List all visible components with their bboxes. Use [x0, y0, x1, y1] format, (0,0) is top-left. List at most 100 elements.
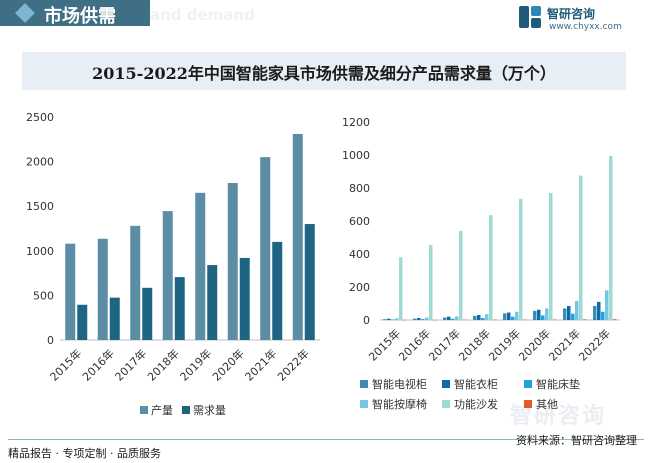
legend-swatch-智能按摩椅: [360, 400, 368, 408]
x-tick-label-right: 2019年: [486, 326, 523, 363]
y-tick-label-left: 2500: [26, 111, 54, 124]
x-tick-label-right: 2016年: [396, 326, 433, 363]
bar-需求量: [304, 224, 315, 340]
legend-label-功能沙发: 功能沙发: [454, 397, 498, 411]
legend-label-智能按摩椅: 智能按摩椅: [372, 397, 427, 411]
bar-功能沙发: [429, 244, 433, 320]
section-title: 市场供需: [44, 6, 116, 27]
bar-智能衣柜: [387, 318, 391, 320]
bar-需求量: [77, 304, 88, 340]
x-tick-label-right: 2021年: [546, 326, 583, 363]
x-tick-label-right: 2022年: [576, 326, 613, 363]
y-tick-label-left: 2000: [26, 156, 54, 169]
bar-产量: [130, 225, 141, 340]
bar-智能按摩椅: [425, 317, 429, 320]
x-tick-label-right: 2018年: [456, 326, 493, 363]
bar-智能电视柜: [413, 318, 417, 320]
bar-其他: [403, 319, 407, 321]
y-tick-label-left: 0: [47, 334, 54, 347]
legend-swatch-需求量: [182, 406, 190, 414]
bar-智能衣柜: [597, 301, 601, 320]
bar-智能按摩椅: [515, 311, 519, 320]
section-banner: 市场供需: [0, 0, 150, 27]
bar-智能电视柜: [443, 317, 447, 320]
bar-产量: [195, 192, 206, 340]
bar-智能电视柜: [593, 305, 597, 320]
chart-title-band: 2015-2022年中国智能家具市场供需及细分产品需求量（万个）: [22, 52, 626, 90]
legend-swatch-产量: [140, 406, 148, 414]
bar-产量: [292, 133, 303, 340]
bar-功能沙发: [609, 155, 613, 320]
x-tick-label-left: 2020年: [209, 346, 246, 383]
bar-智能按摩椅: [395, 318, 399, 320]
legend-swatch-功能沙发: [442, 400, 450, 408]
logo-url[interactable]: www.chyxx.com: [549, 22, 622, 32]
bar-智能电视柜: [503, 313, 507, 320]
x-tick-label-right: 2015年: [366, 326, 403, 363]
legend-label-智能床垫: 智能床垫: [536, 377, 580, 391]
legend-swatch-智能电视柜: [360, 380, 368, 388]
bar-智能电视柜: [533, 310, 537, 320]
y-tick-label-right: 0: [363, 314, 370, 327]
bar-智能床垫: [541, 315, 545, 320]
y-tick-label-right: 600: [349, 215, 370, 228]
y-tick-label-right: 200: [349, 281, 370, 294]
y-tick-label-right: 800: [349, 182, 370, 195]
bar-智能床垫: [451, 318, 455, 320]
legend-label-需求量: 需求量: [193, 404, 226, 417]
brand-logo[interactable]: 智研咨询 www.chyxx.com: [517, 4, 637, 36]
bar-需求量: [207, 265, 218, 340]
legend-label-智能电视柜: 智能电视柜: [372, 377, 427, 391]
bar-智能衣柜: [477, 315, 481, 320]
bar-智能床垫: [571, 313, 575, 320]
bar-智能按摩椅: [575, 301, 579, 320]
bar-其他: [463, 319, 467, 321]
bar-智能按摩椅: [485, 314, 489, 320]
bar-智能电视柜: [383, 319, 387, 320]
bar-功能沙发: [489, 215, 493, 320]
bar-功能沙发: [519, 198, 523, 320]
x-tick-label-left: 2015年: [47, 346, 84, 383]
legend-swatch-智能床垫: [524, 380, 532, 388]
bar-其他: [613, 319, 617, 320]
bar-需求量: [109, 297, 120, 340]
bar-智能床垫: [421, 319, 425, 320]
bar-产量: [97, 238, 108, 340]
bar-需求量: [239, 257, 250, 340]
chart-title: 2015-2022年中国智能家具市场供需及细分产品需求量（万个）: [92, 64, 556, 83]
footer-divider: [8, 439, 644, 440]
bar-智能衣柜: [447, 316, 451, 320]
bar-智能按摩椅: [455, 316, 459, 320]
bar-功能沙发: [549, 192, 553, 320]
legend-label-产量: 产量: [151, 403, 173, 417]
x-tick-label-left: 2019年: [177, 346, 214, 383]
bar-其他: [523, 319, 527, 321]
bar-需求量: [272, 241, 283, 340]
bar-智能床垫: [481, 318, 485, 320]
bar-智能衣柜: [567, 305, 571, 320]
legend-swatch-其他: [524, 400, 532, 408]
logo-icon: [519, 6, 541, 28]
logo-name: 智研咨询: [547, 7, 596, 21]
bar-产量: [227, 183, 238, 340]
x-tick-label-left: 2021年: [242, 346, 279, 383]
bar-需求量: [142, 287, 153, 340]
bar-智能衣柜: [537, 309, 541, 320]
bar-智能床垫: [511, 316, 515, 320]
bar-智能电视柜: [563, 308, 567, 320]
bar-其他: [493, 319, 497, 321]
bar-其他: [433, 319, 437, 321]
bar-智能按摩椅: [545, 308, 549, 320]
bar-产量: [260, 157, 271, 340]
x-tick-label-right: 2020年: [516, 326, 553, 363]
y-tick-label-right: 1000: [342, 149, 370, 162]
bar-其他: [553, 319, 557, 321]
x-tick-label-left: 2018年: [144, 346, 181, 383]
legend-label-智能衣柜: 智能衣柜: [454, 377, 498, 391]
x-tick-label-left: 2017年: [112, 346, 149, 383]
header-watermark: and demand: [150, 6, 255, 24]
legend-label-其他: 其他: [536, 398, 558, 411]
page-header: 市场供需 and demand 智研咨询 www.chyxx.com: [0, 0, 651, 40]
bar-产量: [162, 211, 173, 340]
bar-智能衣柜: [507, 312, 511, 320]
